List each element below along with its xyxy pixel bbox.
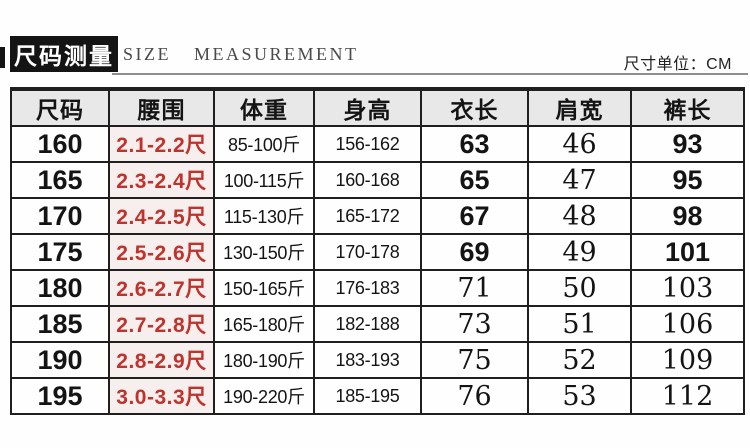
table-row: 170 2.4-2.5尺 115-130斤 165-172 67 48 98 (10, 197, 745, 235)
table-cell-shoulder-width: 53 (527, 377, 632, 415)
table-cell-garment-length: 76 (420, 377, 529, 415)
column-header-weight: 体重 (213, 88, 315, 127)
left-edge-strip (0, 47, 5, 68)
table-body: 160 2.1-2.2尺 85-100斤 156-162 63 46 93 165 2.3-2.… (10, 125, 745, 415)
table-header-row: 尺码 腰围 体重 身高 衣长 肩宽 裤长 (10, 88, 745, 127)
column-header-shoulder-width: 肩宽 (527, 88, 632, 127)
table-cell-height: 156-162 (313, 125, 422, 163)
table-cell-weight: 190-220斤 (213, 377, 315, 415)
table-cell-pants-length: 101 (630, 233, 745, 271)
table-cell-weight: 100-115斤 (213, 161, 315, 199)
table-cell-shoulder-width: 50 (527, 269, 632, 307)
table-row: 165 2.3-2.4尺 100-115斤 160-168 65 47 95 (10, 161, 745, 199)
table-cell-size: 185 (10, 305, 110, 343)
table-cell-height: 183-193 (313, 341, 422, 379)
table-cell-pants-length: 109 (630, 341, 745, 379)
subtitle-text: SIZE MEASUREMENT (123, 44, 359, 64)
table-cell-weight: 115-130斤 (213, 197, 315, 235)
table-cell-height: 170-178 (313, 233, 422, 271)
table-cell-waist: 2.4-2.5尺 (108, 197, 215, 235)
column-header-waist: 腰围 (108, 88, 215, 127)
table-row: 180 2.6-2.7尺 150-165斤 176-183 71 50 103 (10, 269, 745, 307)
table-cell-height: 185-195 (313, 377, 422, 415)
table-row: 185 2.7-2.8尺 165-180斤 182-188 73 51 106 (10, 305, 745, 343)
table-cell-shoulder-width: 52 (527, 341, 632, 379)
table-cell-height: 176-183 (313, 269, 422, 307)
table-cell-waist: 2.6-2.7尺 (108, 269, 215, 307)
table-row: 195 3.0-3.3尺 190-220斤 185-195 76 53 112 (10, 377, 745, 415)
table-cell-pants-length: 95 (630, 161, 745, 199)
table-row: 160 2.1-2.2尺 85-100斤 156-162 63 46 93 (10, 125, 745, 163)
title-box: 尺码测量 (10, 36, 118, 72)
table-cell-garment-length: 75 (420, 341, 529, 379)
unit-note: 尺寸单位：CM (623, 56, 732, 73)
table-cell-pants-length: 103 (630, 269, 745, 307)
table-cell-waist: 2.3-2.4尺 (108, 161, 215, 199)
table-cell-garment-length: 69 (420, 233, 529, 271)
table-cell-garment-length: 71 (420, 269, 529, 307)
table-cell-height: 165-172 (313, 197, 422, 235)
table-cell-shoulder-width: 48 (527, 197, 632, 235)
table-cell-weight: 165-180斤 (213, 305, 315, 343)
column-header-garment-length: 衣长 (420, 88, 529, 127)
table-cell-waist: 2.8-2.9尺 (108, 341, 215, 379)
table-cell-size: 160 (10, 125, 110, 163)
table-cell-pants-length: 98 (630, 197, 745, 235)
table-cell-waist: 3.0-3.3尺 (108, 377, 215, 415)
column-header-pants-length: 裤长 (630, 88, 745, 127)
table-cell-height: 182-188 (313, 305, 422, 343)
table-cell-size: 190 (10, 341, 110, 379)
table-cell-weight: 180-190斤 (213, 341, 315, 379)
table-row: 175 2.5-2.6尺 130-150斤 170-178 69 49 101 (10, 233, 745, 271)
table-cell-pants-length: 106 (630, 305, 745, 343)
table-cell-shoulder-width: 46 (527, 125, 632, 163)
table-cell-waist: 2.5-2.6尺 (108, 233, 215, 271)
table-cell-shoulder-width: 47 (527, 161, 632, 199)
table-cell-height: 160-168 (313, 161, 422, 199)
size-measurement-table: 尺码 腰围 体重 身高 衣长 肩宽 裤长 160 2.1-2.2尺 85-100斤 156-162… (10, 87, 745, 415)
column-header-height: 身高 (313, 88, 422, 127)
header-divider (112, 73, 748, 75)
table-cell-weight: 85-100斤 (213, 125, 315, 163)
page-title: 尺码测量 (14, 43, 114, 69)
table-cell-garment-length: 67 (420, 197, 529, 235)
table-cell-size: 195 (10, 377, 110, 415)
table-cell-size: 175 (10, 233, 110, 271)
table-cell-shoulder-width: 49 (527, 233, 632, 271)
table-cell-shoulder-width: 51 (527, 305, 632, 343)
column-header-size: 尺码 (10, 88, 110, 127)
table-cell-waist: 2.1-2.2尺 (108, 125, 215, 163)
table-cell-garment-length: 65 (420, 161, 529, 199)
table-cell-weight: 130-150斤 (213, 233, 315, 271)
table-row: 190 2.8-2.9尺 180-190斤 183-193 75 52 109 (10, 341, 745, 379)
table-cell-weight: 150-165斤 (213, 269, 315, 307)
table-cell-pants-length: 112 (630, 377, 745, 415)
table-cell-garment-length: 63 (420, 125, 529, 163)
table-cell-size: 180 (10, 269, 110, 307)
table-cell-size: 165 (10, 161, 110, 199)
table-cell-size: 170 (10, 197, 110, 235)
table-cell-waist: 2.7-2.8尺 (108, 305, 215, 343)
table-cell-garment-length: 73 (420, 305, 529, 343)
table-cell-pants-length: 93 (630, 125, 745, 163)
